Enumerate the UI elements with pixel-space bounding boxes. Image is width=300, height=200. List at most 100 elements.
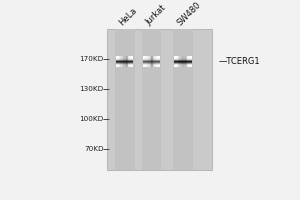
Bar xyxy=(116,64,134,65)
Bar xyxy=(116,60,134,61)
Bar xyxy=(174,60,191,61)
Bar xyxy=(181,56,182,67)
Bar xyxy=(117,56,118,67)
Text: 130KD: 130KD xyxy=(80,86,104,92)
Bar xyxy=(174,62,191,63)
Bar xyxy=(174,64,191,65)
Text: 100KD: 100KD xyxy=(80,116,104,122)
Bar xyxy=(174,58,191,59)
Bar xyxy=(189,56,190,67)
Bar xyxy=(151,56,152,67)
Bar xyxy=(174,56,191,57)
Bar xyxy=(173,29,193,170)
Bar xyxy=(174,61,191,62)
Bar xyxy=(148,56,149,67)
Bar xyxy=(186,56,188,67)
Bar xyxy=(185,56,187,67)
Bar xyxy=(143,64,160,65)
Bar xyxy=(116,65,134,66)
Bar xyxy=(143,56,160,57)
Bar xyxy=(174,64,191,65)
Bar xyxy=(144,56,145,67)
Bar xyxy=(149,56,150,67)
Bar xyxy=(147,56,148,67)
Bar xyxy=(116,60,134,61)
Bar xyxy=(143,62,160,63)
Text: Jurkat: Jurkat xyxy=(144,3,168,27)
Bar xyxy=(143,60,160,61)
Text: 170KD: 170KD xyxy=(80,56,104,62)
Bar xyxy=(116,64,134,65)
Bar xyxy=(190,56,191,67)
Bar xyxy=(182,56,183,67)
Bar xyxy=(143,66,160,67)
Bar xyxy=(127,56,128,67)
Bar xyxy=(116,62,134,63)
Bar xyxy=(184,56,185,67)
Bar xyxy=(174,59,191,60)
Bar xyxy=(152,56,153,67)
Bar xyxy=(180,56,181,67)
Bar xyxy=(174,63,191,64)
Bar xyxy=(128,56,129,67)
Bar xyxy=(174,60,191,61)
Bar xyxy=(187,56,188,67)
Bar xyxy=(143,56,144,67)
Bar xyxy=(130,56,131,67)
Bar xyxy=(188,56,189,67)
Bar xyxy=(156,56,157,67)
Bar xyxy=(120,56,122,67)
Bar xyxy=(143,59,160,60)
Bar xyxy=(179,56,180,67)
Bar xyxy=(131,56,132,67)
Text: 70KD: 70KD xyxy=(84,146,104,152)
Bar xyxy=(126,56,128,67)
Bar xyxy=(107,29,212,170)
Bar xyxy=(178,56,180,67)
Bar xyxy=(132,56,133,67)
Bar xyxy=(143,64,160,65)
Bar xyxy=(145,56,146,67)
Bar xyxy=(122,56,123,67)
Bar xyxy=(184,56,186,67)
Bar xyxy=(159,56,160,67)
Bar xyxy=(116,59,134,60)
Bar xyxy=(116,66,134,67)
Bar xyxy=(176,56,177,67)
Bar xyxy=(157,56,158,67)
Bar xyxy=(125,56,126,67)
Bar xyxy=(155,56,156,67)
Bar xyxy=(143,60,160,61)
Bar xyxy=(129,56,130,67)
Bar xyxy=(123,56,124,67)
Bar xyxy=(174,65,191,66)
Bar xyxy=(116,59,134,60)
Bar xyxy=(191,56,192,67)
Bar xyxy=(133,56,134,67)
Bar xyxy=(119,56,121,67)
Bar xyxy=(143,63,160,64)
Bar xyxy=(118,56,120,67)
Bar xyxy=(143,57,160,58)
Bar xyxy=(175,56,176,67)
Bar xyxy=(158,56,160,67)
Bar xyxy=(143,58,160,59)
Bar xyxy=(116,63,134,64)
Bar xyxy=(145,56,146,67)
Bar xyxy=(143,59,160,60)
Bar xyxy=(178,56,179,67)
Bar xyxy=(121,56,122,67)
Text: —TCERG1: —TCERG1 xyxy=(219,57,260,66)
Bar xyxy=(116,61,134,62)
Bar xyxy=(118,56,119,67)
Bar xyxy=(174,66,191,67)
Bar xyxy=(174,56,175,67)
Bar xyxy=(183,56,184,67)
Bar xyxy=(143,63,160,64)
Bar xyxy=(158,56,159,67)
Bar xyxy=(116,63,134,64)
Bar xyxy=(177,56,178,67)
Bar xyxy=(174,57,191,58)
Bar xyxy=(143,61,160,62)
Bar xyxy=(154,56,155,67)
